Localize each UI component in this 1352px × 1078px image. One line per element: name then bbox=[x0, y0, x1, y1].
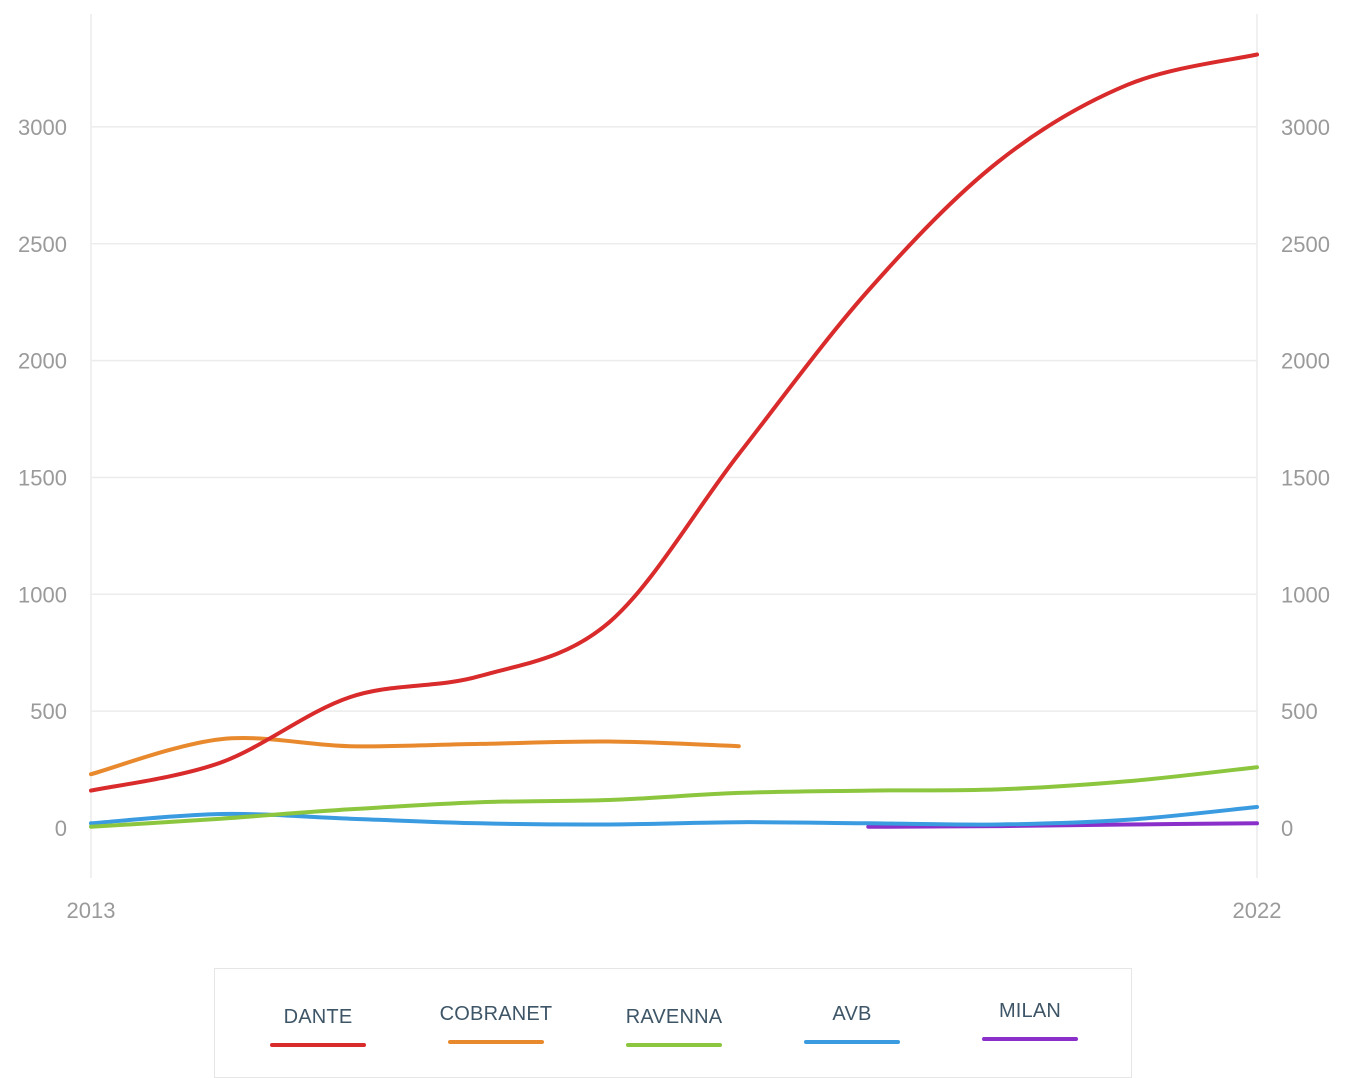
y-tick-label-right: 2000 bbox=[1281, 349, 1330, 374]
legend-swatch-milan bbox=[982, 1037, 1078, 1041]
legend-label-dante: DANTE bbox=[283, 1006, 353, 1028]
y-tick-label-left: 2000 bbox=[18, 349, 67, 374]
series-line-dante[interactable] bbox=[89, 52, 1259, 793]
legend-item-avb[interactable]: AVB bbox=[777, 1002, 927, 1044]
y-tick-label-right: 2500 bbox=[1281, 232, 1330, 257]
y-tick-label-left: 1500 bbox=[18, 465, 67, 490]
y-tick-label-left: 500 bbox=[30, 699, 67, 724]
series-line-milan[interactable] bbox=[866, 821, 1259, 829]
y-tick-label-right: 500 bbox=[1281, 699, 1318, 724]
legend-swatch-avb bbox=[804, 1040, 900, 1044]
legend-item-cobranet[interactable]: COBRANET bbox=[421, 1002, 571, 1044]
series-lines bbox=[89, 52, 1259, 829]
tick-labels: 0 0 500 500 1000 1000 1500 1500 2000 2000 2500 2500… bbox=[18, 115, 1330, 923]
legend-swatch-dante bbox=[270, 1043, 366, 1047]
legend-item-milan[interactable]: MILAN bbox=[955, 999, 1105, 1041]
legend-label-avb: AVB bbox=[832, 1003, 872, 1025]
y-tick-label-left: 0 bbox=[55, 816, 67, 841]
series-line-cobranet[interactable] bbox=[89, 736, 741, 777]
y-tick-label-left: 3000 bbox=[18, 115, 67, 140]
series-line-ravenna[interactable] bbox=[89, 765, 1259, 829]
legend-label-cobranet: COBRANET bbox=[439, 1003, 553, 1025]
grid-lines bbox=[91, 126, 1257, 712]
x-tick-label-start: 2013 bbox=[67, 898, 116, 923]
legend-swatch-cobranet bbox=[448, 1040, 544, 1044]
y-tick-label-right: 1500 bbox=[1281, 465, 1330, 490]
legend-swatch-ravenna bbox=[626, 1043, 722, 1047]
y-tick-label-left: 2500 bbox=[18, 232, 67, 257]
y-tick-label-right: 1000 bbox=[1281, 582, 1330, 607]
legend-label-ravenna: RAVENNA bbox=[625, 1006, 723, 1028]
legend-label-milan: MILAN bbox=[998, 1000, 1062, 1022]
y-tick-label-left: 1000 bbox=[18, 582, 67, 607]
axes bbox=[90, 14, 1258, 878]
legend: DANTE COBRANET RAVENNA AVB MILAN bbox=[214, 968, 1132, 1078]
y-tick-label-right: 0 bbox=[1281, 816, 1293, 841]
legend-item-ravenna[interactable]: RAVENNA bbox=[599, 1005, 749, 1047]
x-tick-label-end: 2022 bbox=[1233, 898, 1282, 923]
line-chart: 0 0 500 500 1000 1000 1500 1500 2000 2000 2500 2500… bbox=[18, 14, 1330, 923]
y-tick-label-right: 3000 bbox=[1281, 115, 1330, 140]
legend-item-dante[interactable]: DANTE bbox=[243, 1005, 393, 1047]
